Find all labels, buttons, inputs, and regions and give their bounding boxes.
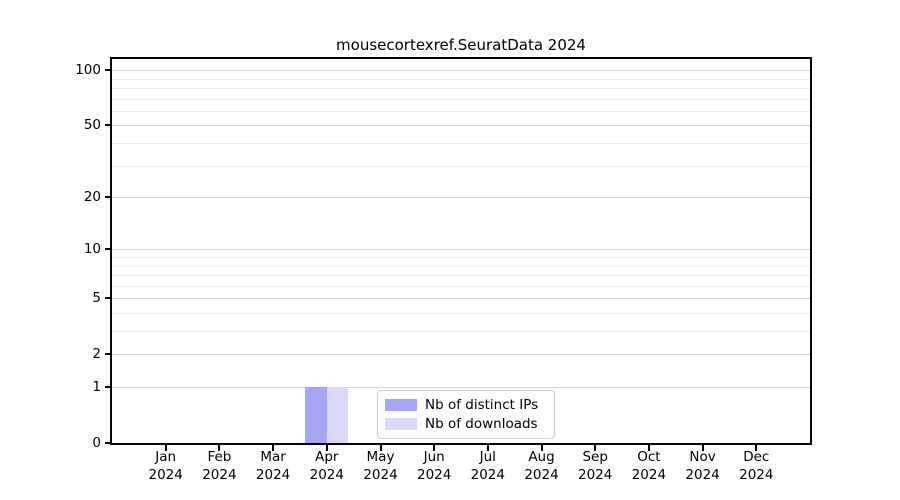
x-tick-label-apr: Apr 2024 (287, 449, 367, 484)
x-tick-month: May (366, 449, 395, 465)
y-tick-10 (105, 248, 110, 251)
minor-gridline-4 (112, 313, 810, 314)
x-tick-year: 2024 (739, 466, 774, 483)
x-tick-label-oct: Oct 2024 (609, 449, 689, 484)
x-tick-year: 2024 (524, 466, 559, 483)
minor-gridline-7 (112, 275, 810, 276)
x-tick-feb (218, 445, 221, 451)
legend-swatch-distinct-ips (385, 398, 417, 411)
y-tick-label-1: 1 (92, 379, 101, 395)
bar-nb-of-distinct-ips-apr (305, 387, 327, 443)
legend: Nb of distinct IPs Nb of downloads (377, 390, 555, 439)
major-gridline-5 (112, 298, 810, 300)
x-tick-year: 2024 (631, 466, 667, 483)
x-tick-jun (433, 445, 436, 451)
x-tick-jan (164, 445, 167, 451)
y-tick-20 (105, 196, 110, 199)
x-tick-jul (486, 445, 489, 451)
x-tick-label-dec: Dec 2024 (716, 449, 796, 484)
y-tick-label-5: 5 (92, 290, 101, 307)
y-tick-50 (105, 124, 110, 127)
x-tick-year: 2024 (309, 466, 344, 483)
legend-item-downloads: Nb of downloads (385, 416, 546, 432)
y-tick-5 (105, 297, 110, 300)
minor-gridline-8 (112, 265, 810, 267)
minor-gridline-40 (112, 143, 810, 144)
y-tick-label-10: 10 (83, 241, 101, 258)
chart-title: mousecortexref.SeuratData 2024 (336, 36, 586, 54)
x-tick-month: Feb (207, 449, 232, 465)
x-tick-label-jan: Jan 2024 (126, 449, 206, 484)
y-tick-label-100: 100 (75, 62, 101, 79)
minor-gridline-6 (112, 285, 810, 287)
legend-label-distinct-ips: Nb of distinct IPs (425, 396, 539, 413)
x-tick-label-sep: Sep 2024 (555, 449, 635, 484)
y-tick-0 (105, 442, 110, 444)
x-tick-aug (540, 445, 543, 451)
major-gridline-50 (112, 125, 810, 127)
x-tick-year: 2024 (363, 466, 398, 483)
x-tick-year: 2024 (578, 466, 613, 483)
x-tick-year: 2024 (148, 466, 183, 483)
x-tick-month: Dec (743, 449, 770, 465)
y-tick-100 (105, 69, 110, 72)
x-tick-month: Jun (423, 449, 445, 465)
x-tick-label-jun: Jun 2024 (394, 449, 474, 484)
x-tick-month: Nov (689, 449, 716, 465)
x-tick-year: 2024 (685, 466, 720, 483)
x-tick-label-may: May 2024 (341, 449, 421, 484)
major-gridline-20 (112, 197, 810, 199)
minor-gridline-70 (112, 98, 810, 100)
y-tick-1 (105, 386, 110, 388)
plot-area: Jan 2024 Feb 2024 Mar 2024 Apr 2024 May 2024 Jun 20… (75, 57, 812, 483)
x-tick-month: Jan (155, 449, 177, 465)
x-tick-month: Sep (582, 449, 608, 465)
y-tick-label-2: 2 (92, 346, 101, 363)
major-gridline-10 (112, 249, 810, 251)
minor-gridline-80 (112, 88, 810, 89)
x-tick-month: Oct (637, 449, 661, 465)
x-tick-month: Jul (479, 449, 496, 465)
x-tick-label-aug: Aug 2024 (502, 449, 582, 484)
minor-gridline-30 (112, 165, 810, 167)
x-tick-label-jul: Jul 2024 (448, 449, 528, 484)
x-tick-dec (755, 445, 758, 451)
legend-swatch-downloads (385, 418, 417, 431)
bar-nb-of-downloads-apr (326, 387, 349, 443)
y-tick-label-0: 0 (92, 435, 101, 451)
x-tick-label-nov: Nov 2024 (663, 449, 743, 484)
x-tick-year: 2024 (255, 466, 291, 483)
x-tick-month: Apr (315, 449, 339, 465)
minor-gridline-3 (112, 331, 810, 332)
x-tick-month: Aug (528, 449, 555, 465)
x-tick-label-mar: Mar 2024 (233, 449, 313, 484)
minor-gridline-90 (112, 78, 810, 80)
x-tick-mar (272, 445, 275, 451)
minor-gridline-60 (112, 110, 810, 112)
legend-label-downloads: Nb of downloads (425, 416, 538, 433)
legend-item-distinct-ips: Nb of distinct IPs (385, 397, 546, 413)
x-tick-apr (325, 445, 328, 451)
major-gridline-100 (112, 70, 810, 72)
x-tick-year: 2024 (470, 466, 505, 483)
major-gridline-2 (112, 354, 810, 356)
x-tick-year: 2024 (417, 466, 452, 483)
minor-gridline-9 (112, 257, 810, 258)
x-tick-oct (647, 445, 650, 451)
x-tick-month: Mar (260, 449, 286, 465)
major-gridline-1 (112, 387, 810, 388)
y-tick-label-50: 50 (83, 117, 101, 134)
y-tick-2 (105, 353, 110, 356)
x-tick-sep (594, 445, 597, 451)
x-tick-may (379, 445, 382, 451)
x-tick-year: 2024 (202, 466, 237, 483)
y-tick-label-20: 20 (83, 189, 101, 206)
x-tick-label-feb: Feb 2024 (179, 449, 259, 484)
x-tick-nov (701, 445, 704, 451)
